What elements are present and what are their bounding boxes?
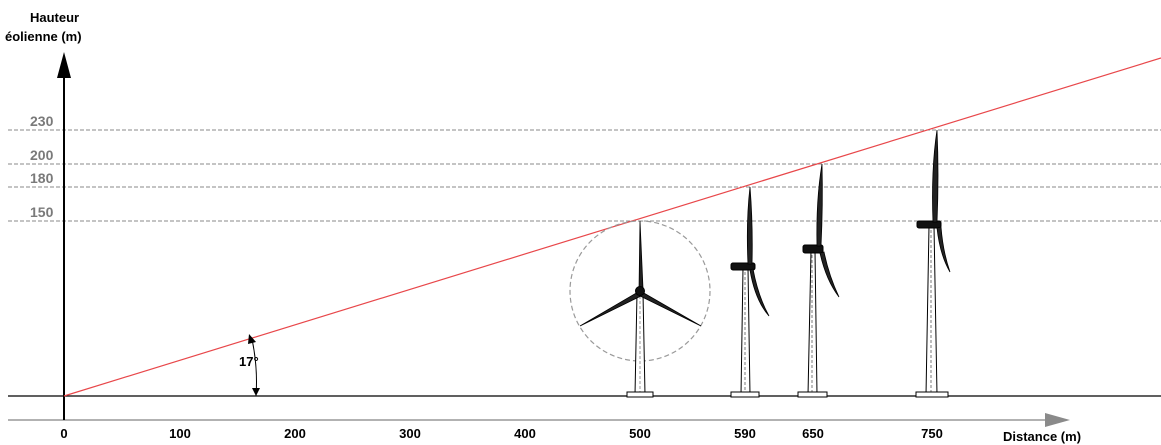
level-label-150: 150 xyxy=(30,204,54,220)
angle-arrow-bottom-icon xyxy=(252,388,260,396)
x-axis-label: Distance (m) xyxy=(1003,429,1081,444)
level-label-180: 180 xyxy=(30,170,54,186)
nacelle xyxy=(802,244,824,254)
turbine-590 xyxy=(730,186,770,398)
hub xyxy=(635,286,645,296)
x-axis-arrow-icon xyxy=(1045,413,1070,427)
x-tick-650: 650 xyxy=(802,426,824,441)
x-tick-500: 500 xyxy=(629,426,651,441)
blade-down xyxy=(749,268,770,317)
y-axis-arrow-icon xyxy=(57,52,71,78)
x-tick-300: 300 xyxy=(399,426,421,441)
x-tick-590: 590 xyxy=(734,426,756,441)
tower-base xyxy=(915,391,949,398)
tower xyxy=(740,267,751,396)
blade-up xyxy=(816,163,823,247)
x-tick-labels: 0 100 200 300 400 500 590 650 750 xyxy=(60,426,942,441)
x-tick-0: 0 xyxy=(60,426,67,441)
tower-base xyxy=(626,391,654,398)
tower-base xyxy=(730,391,760,398)
blade-down xyxy=(936,226,951,273)
level-label-200: 200 xyxy=(30,147,54,163)
x-tick-750: 750 xyxy=(921,426,943,441)
y-axis-label-line2: éolienne (m) xyxy=(5,29,82,44)
level-label-230: 230 xyxy=(30,113,54,129)
blade-up xyxy=(932,129,939,223)
y-axis-label-line1: Hauteur xyxy=(30,10,79,25)
angle-arrow-top-icon xyxy=(248,334,256,344)
x-tick-100: 100 xyxy=(169,426,191,441)
blade-left xyxy=(579,291,642,327)
blade-up xyxy=(746,186,753,265)
blade-down xyxy=(819,251,840,298)
tower xyxy=(807,250,818,396)
turbine-750 xyxy=(915,129,951,398)
turbine-650 xyxy=(797,163,840,398)
blade-top xyxy=(638,220,644,292)
height-level-lines xyxy=(8,129,1161,222)
x-tick-400: 400 xyxy=(514,426,536,441)
x-tick-200: 200 xyxy=(284,426,306,441)
blade-right xyxy=(639,291,702,327)
tower xyxy=(925,225,938,396)
turbine-500 xyxy=(569,220,711,398)
nacelle xyxy=(916,220,942,229)
tower-base xyxy=(797,391,828,398)
angle-label: 17° xyxy=(239,354,259,369)
nacelle xyxy=(730,262,756,271)
